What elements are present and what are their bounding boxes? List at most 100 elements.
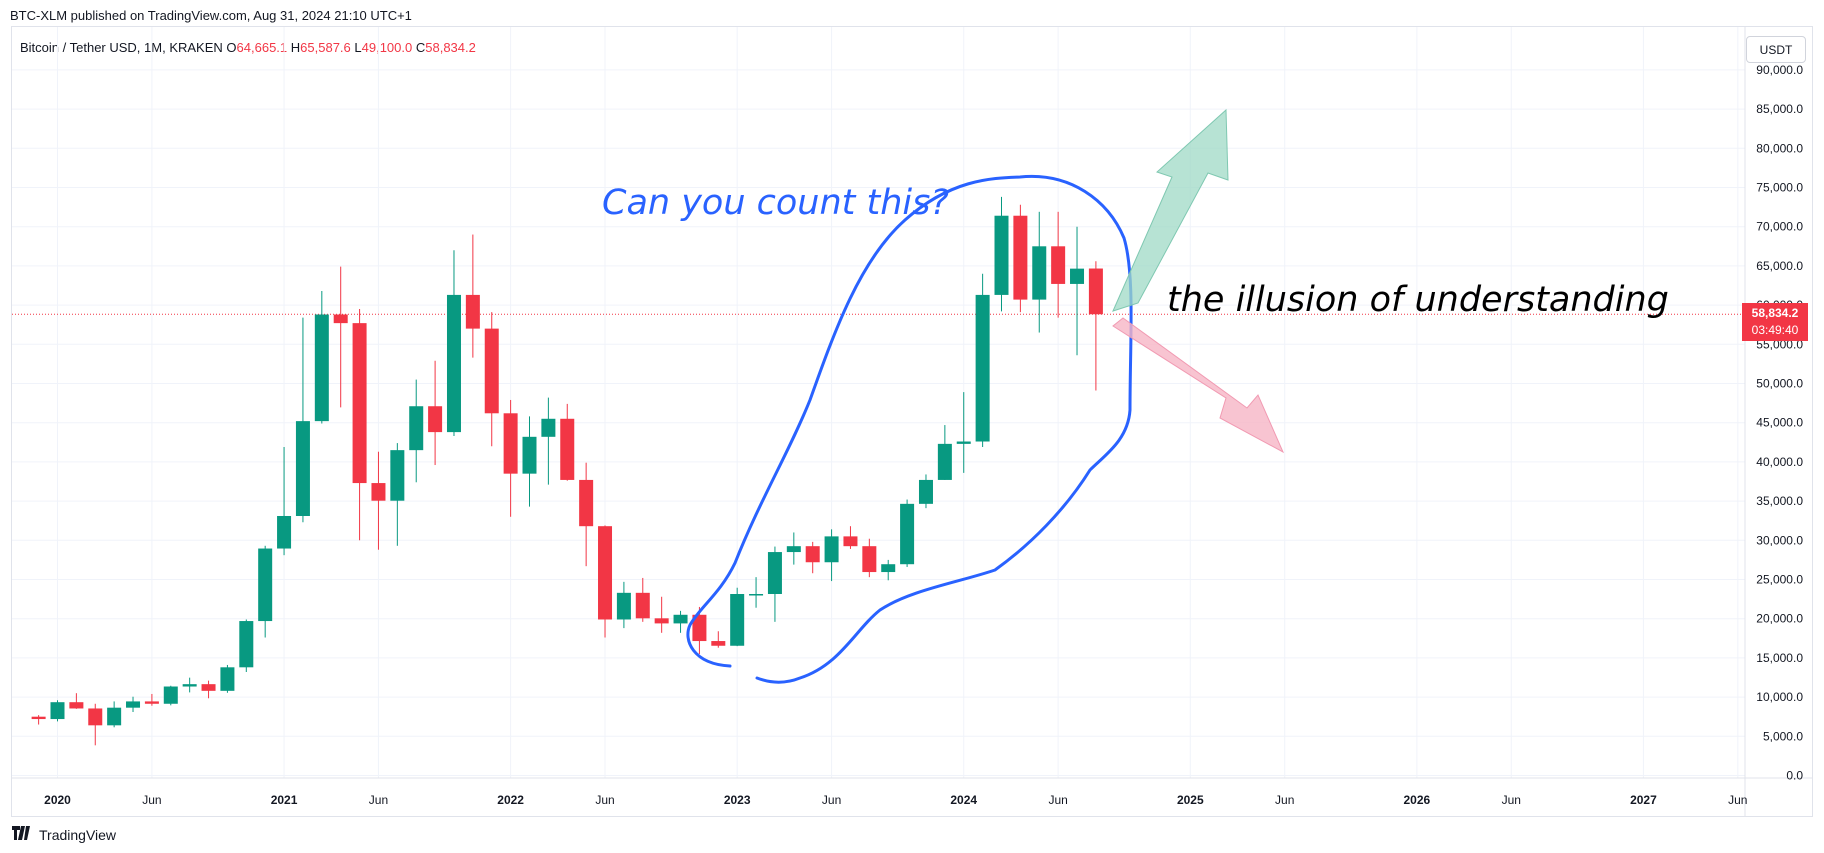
candle-body bbox=[786, 546, 801, 553]
y-tick-label: 15,000.0 bbox=[1756, 651, 1803, 665]
candle-body bbox=[50, 702, 65, 720]
y-tick-label: 0.0 bbox=[1786, 769, 1803, 783]
x-tick-label: Jun bbox=[595, 793, 614, 807]
candle-body bbox=[239, 621, 254, 668]
candle bbox=[881, 559, 896, 581]
footer-brand-text: TradingView bbox=[39, 827, 117, 843]
candle bbox=[579, 462, 594, 567]
candle bbox=[182, 677, 197, 693]
candle-body bbox=[1088, 268, 1103, 315]
low-label: L bbox=[354, 40, 362, 55]
candle bbox=[635, 577, 650, 622]
last-price-value: 58,834.2 bbox=[1751, 306, 1799, 320]
candle bbox=[975, 273, 990, 448]
candle-body bbox=[295, 421, 310, 516]
candle bbox=[1032, 211, 1047, 333]
candle-body bbox=[994, 215, 1009, 295]
x-tick-label: Jun bbox=[1502, 793, 1521, 807]
candle bbox=[390, 443, 405, 546]
close-value: 58,834.2 bbox=[425, 40, 476, 55]
candle bbox=[446, 250, 461, 437]
symbol-legend: Bitcoin / Tether USD, 1M, KRAKEN O64,665… bbox=[20, 40, 476, 55]
x-tick-label: 2025 bbox=[1177, 793, 1204, 807]
currency-button[interactable]: USDT bbox=[1746, 36, 1806, 63]
x-tick-label: Jun bbox=[1728, 793, 1747, 807]
hand-drawn-circle bbox=[686, 174, 1133, 684]
candle bbox=[69, 693, 84, 709]
x-tick-label: Jun bbox=[822, 793, 841, 807]
close-label: C bbox=[415, 40, 426, 55]
candle bbox=[692, 606, 707, 654]
x-tick-label: 2026 bbox=[1404, 793, 1431, 807]
candle-body bbox=[711, 641, 726, 646]
candle bbox=[937, 425, 952, 480]
candle bbox=[522, 416, 537, 507]
x-tick-label: 2027 bbox=[1630, 793, 1657, 807]
candle-body bbox=[956, 441, 971, 444]
y-tick-label: 65,000.0 bbox=[1756, 259, 1803, 273]
candle-body bbox=[881, 564, 896, 573]
candle-body bbox=[220, 667, 235, 691]
y-tick-label: 75,000.0 bbox=[1756, 181, 1803, 195]
annotation-question[interactable]: Can you count this? bbox=[602, 183, 949, 223]
candle bbox=[352, 309, 367, 541]
arrow-up-shape bbox=[1112, 108, 1229, 312]
candle bbox=[258, 545, 273, 638]
candle bbox=[333, 266, 348, 408]
x-tick-label: 2022 bbox=[497, 793, 524, 807]
candle bbox=[541, 397, 556, 485]
symbol-name[interactable]: Bitcoin / Tether USD, 1M, KRAKEN bbox=[20, 40, 223, 55]
last-price-badge: 58,834.2 03:49:40 bbox=[1742, 303, 1808, 341]
chart-frame bbox=[11, 26, 1813, 817]
candle bbox=[994, 196, 1009, 312]
candle-body bbox=[937, 443, 952, 480]
y-tick-label: 25,000.0 bbox=[1756, 573, 1803, 587]
candle bbox=[239, 619, 254, 673]
candle-body bbox=[484, 328, 499, 414]
high-value: 65,587.6 bbox=[300, 40, 351, 55]
candle-body bbox=[258, 548, 273, 622]
candle-body bbox=[352, 323, 367, 484]
candle bbox=[163, 685, 178, 706]
candle-body bbox=[805, 546, 820, 563]
footer-brand[interactable]: TradingView bbox=[12, 826, 116, 844]
candle bbox=[126, 696, 141, 712]
candle-body bbox=[88, 708, 103, 726]
candle-body bbox=[1070, 268, 1085, 284]
grid bbox=[12, 27, 1745, 778]
candle-body bbox=[428, 406, 443, 433]
candle-body bbox=[126, 701, 141, 708]
candle bbox=[1013, 204, 1028, 313]
low-value: 49,100.0 bbox=[361, 40, 413, 55]
candle bbox=[786, 532, 801, 565]
candle bbox=[805, 541, 820, 574]
candle bbox=[371, 451, 386, 550]
x-tick-label: 2024 bbox=[950, 793, 977, 807]
y-tick-label: 45,000.0 bbox=[1756, 416, 1803, 430]
y-tick-label: 10,000.0 bbox=[1756, 690, 1803, 704]
x-tick-label: 2023 bbox=[724, 793, 751, 807]
candle-body bbox=[654, 618, 669, 624]
x-tick-label: Jun bbox=[369, 793, 388, 807]
y-tick-label: 35,000.0 bbox=[1756, 494, 1803, 508]
candle bbox=[1070, 226, 1085, 356]
candle-body bbox=[409, 406, 424, 451]
candle-body bbox=[616, 592, 631, 620]
candle bbox=[465, 234, 480, 358]
candle bbox=[428, 360, 443, 466]
x-tick-label: 2020 bbox=[44, 793, 71, 807]
candle-body bbox=[182, 684, 197, 687]
candle-body bbox=[918, 479, 933, 504]
candle-body bbox=[598, 526, 613, 620]
candle bbox=[654, 596, 669, 633]
x-tick-label: 2021 bbox=[271, 793, 298, 807]
candle bbox=[1051, 211, 1066, 318]
candle bbox=[484, 312, 499, 447]
annotation-illusion[interactable]: the illusion of understanding bbox=[1167, 280, 1669, 320]
candle-body bbox=[900, 503, 915, 565]
candle-body bbox=[371, 483, 386, 501]
candle bbox=[107, 701, 122, 728]
candle-body bbox=[730, 594, 745, 646]
y-tick-label: 80,000.0 bbox=[1756, 141, 1803, 155]
